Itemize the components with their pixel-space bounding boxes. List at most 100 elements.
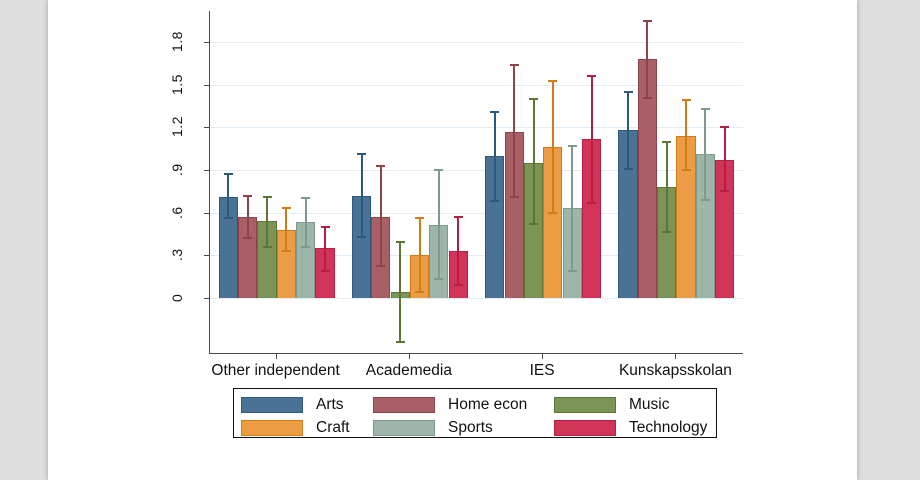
y-tick-label: .9 — [169, 163, 185, 177]
legend-label: Technology — [629, 419, 708, 436]
error-bar-cap — [415, 291, 424, 293]
error-bar-cap — [720, 126, 730, 129]
error-bar-cap — [262, 195, 272, 198]
graph-canvas: Arts Home econ Music Craft Sports Technology … — [48, 0, 857, 480]
error-bar-cap — [357, 235, 366, 238]
error-bar — [513, 64, 516, 197]
error-bar — [704, 108, 707, 200]
x-axis-tick — [408, 354, 410, 359]
error-bar-cap — [301, 197, 311, 200]
error-bar-cap — [623, 167, 633, 170]
error-bar — [418, 218, 421, 292]
plot-area — [209, 11, 743, 354]
grid-line — [210, 127, 743, 129]
legend-swatch — [373, 397, 435, 413]
error-bar-cap — [434, 168, 444, 171]
error-bar — [665, 141, 668, 233]
error-bar-cap — [395, 241, 405, 244]
error-bar-cap — [434, 278, 444, 281]
legend-label: Craft — [316, 419, 350, 436]
legend-item-music: Music — [554, 396, 712, 414]
error-bar — [227, 174, 230, 219]
legend-item-craft: Craft — [241, 419, 373, 437]
error-bar — [379, 165, 382, 267]
error-bar-cap — [587, 201, 596, 204]
error-bar-cap — [281, 249, 291, 252]
error-bar-cap — [223, 173, 233, 176]
error-bar-cap — [529, 222, 538, 225]
x-axis-tick — [675, 354, 677, 359]
grid-line — [210, 297, 743, 299]
legend-item-sports: Sports — [373, 419, 554, 437]
error-bar-cap — [587, 75, 596, 78]
y-tick-label: .3 — [169, 248, 185, 262]
error-bar-cap — [453, 283, 463, 286]
y-tick-label: 1.2 — [169, 116, 185, 138]
error-bar — [646, 20, 649, 98]
legend-swatch — [554, 420, 616, 436]
error-bar — [304, 198, 307, 247]
grid-line — [210, 42, 743, 44]
error-bar-cap — [490, 200, 500, 203]
error-bar-cap — [681, 168, 691, 171]
legend-label: Home econ — [448, 396, 528, 413]
x-category-label: Other independent — [211, 362, 340, 379]
error-bar — [266, 196, 268, 247]
legend-swatch — [241, 397, 303, 413]
error-bar-cap — [376, 265, 386, 268]
legend-swatch — [241, 420, 303, 436]
grid-line — [210, 84, 743, 86]
legend-item-arts: Arts — [241, 396, 373, 414]
x-category-label: Kunskapsskolan — [618, 362, 732, 379]
error-bar — [627, 91, 629, 169]
error-bar-cap — [490, 110, 500, 113]
error-bar — [246, 195, 249, 239]
error-bar-cap — [529, 98, 538, 100]
error-bar — [723, 127, 726, 192]
y-tick-label: 1.8 — [169, 31, 185, 53]
error-bar-cap — [320, 269, 330, 272]
error-bar-cap — [720, 190, 730, 193]
legend-swatch — [373, 420, 435, 436]
error-bar — [399, 242, 402, 342]
error-bar — [571, 145, 574, 271]
error-bar — [590, 76, 593, 203]
x-axis-tick — [542, 354, 544, 359]
error-bar-cap — [681, 99, 691, 102]
legend: Arts Home econ Music Craft Sports Technology — [233, 388, 717, 438]
error-bar — [457, 216, 460, 285]
error-bar — [685, 100, 687, 170]
legend-label: Arts — [316, 396, 344, 413]
y-axis-tick — [204, 212, 209, 214]
y-tick-label: 1.5 — [169, 74, 185, 96]
error-bar-cap — [623, 90, 633, 93]
error-bar-cap — [395, 340, 405, 343]
legend-item-technology: Technology — [554, 419, 712, 437]
error-bar — [551, 80, 554, 213]
error-bar-cap — [548, 211, 558, 214]
error-bar-cap — [243, 194, 253, 197]
legend-label: Sports — [448, 419, 493, 436]
error-bar-cap — [567, 269, 577, 272]
error-bar-cap — [509, 195, 519, 198]
error-bar-cap — [700, 198, 710, 201]
error-bar — [324, 226, 326, 271]
error-bar-cap — [376, 164, 386, 167]
grid-line — [210, 169, 743, 171]
y-tick-label: .6 — [169, 206, 185, 219]
x-category-label: Academedia — [365, 362, 452, 379]
y-axis-tick — [204, 255, 209, 257]
error-bar-cap — [662, 140, 672, 143]
grid-line — [210, 212, 743, 214]
error-bar-cap — [662, 231, 672, 234]
error-bar-cap — [281, 207, 291, 210]
x-axis-tick — [275, 354, 277, 359]
error-bar-cap — [262, 245, 272, 248]
error-bar-cap — [509, 63, 519, 66]
error-bar — [285, 208, 288, 251]
y-tick-label: 0 — [169, 293, 185, 302]
y-axis-tick — [204, 297, 209, 299]
error-bar-cap — [320, 225, 330, 228]
legend-swatch — [554, 397, 616, 413]
